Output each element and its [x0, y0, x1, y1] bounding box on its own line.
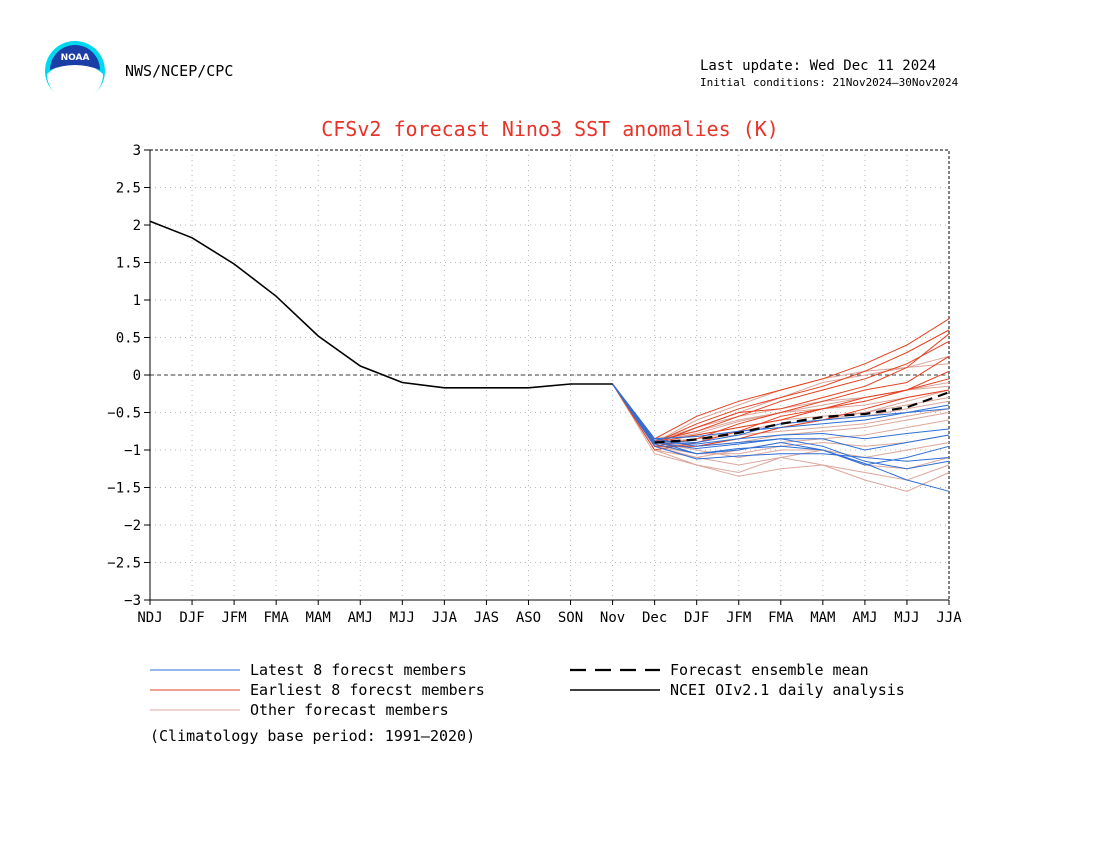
logo-top: [50, 45, 100, 70]
latest-member-line: [612, 383, 950, 445]
x-tick-label: JJA: [432, 610, 458, 626]
other-member-line: [612, 383, 950, 474]
x-tick-label: JJA: [936, 610, 962, 626]
y-tick-label: −3: [124, 593, 141, 609]
x-tick-label: AMJ: [852, 610, 877, 626]
latest-member-line: [612, 383, 950, 492]
y-tick-label: 1.5: [116, 256, 141, 272]
x-tick-label: MAM: [306, 610, 331, 626]
ensemble-mean-line: [654, 391, 950, 444]
y-tick-label: 0.5: [116, 331, 141, 347]
earliest-member-line: [612, 355, 950, 447]
earliest-member-line: [612, 378, 950, 444]
logo-text: NOAA: [61, 53, 90, 63]
observed-line: [149, 220, 613, 389]
earliest-member-line: [612, 329, 950, 444]
x-tick-label: Nov: [600, 610, 625, 626]
initial-conditions: Initial conditions: 21Nov2024–30Nov2024: [700, 76, 959, 89]
x-tick-label: MJJ: [894, 610, 919, 626]
org-name: NWS/NCEP/CPC: [125, 62, 234, 80]
x-tick-label: DJF: [179, 610, 204, 626]
x-tick-label: ASO: [516, 610, 541, 626]
y-tick-label: 1: [133, 293, 141, 309]
legend-label-mean: Forecast ensemble mean: [670, 661, 869, 679]
latest-member-line: [612, 383, 950, 444]
y-tick-label: 3: [133, 143, 141, 159]
earliest-member-line: [612, 318, 950, 440]
x-tick-label: MAM: [810, 610, 835, 626]
latest-member-line: [612, 383, 950, 440]
x-tick-label: SON: [558, 610, 583, 626]
logo-bird: [47, 62, 103, 102]
legend-label-other: Other forecast members: [250, 701, 449, 719]
other-member-line: [612, 383, 950, 481]
y-tick-label: 0: [133, 368, 141, 384]
y-tick-label: 2: [133, 218, 141, 234]
y-tick-label: 2.5: [116, 181, 141, 197]
noaa-logo: NOAA: [44, 40, 106, 106]
x-tick-label: Dec: [642, 610, 667, 626]
latest-member-line: [612, 383, 950, 466]
climatology-footnote: (Climatology base period: 1991–2020): [150, 727, 475, 745]
legend-label-observed: NCEI OIv2.1 daily analysis: [670, 681, 905, 699]
legend-label-latest: Latest 8 forecst members: [250, 661, 467, 679]
x-tick-label: NDJ: [137, 610, 162, 626]
last-update: Last update: Wed Dec 11 2024: [700, 58, 937, 74]
chart-title: CFSv2 forecast Nino3 SST anomalies (K): [321, 117, 779, 141]
x-tick-label: MJJ: [390, 610, 415, 626]
x-tick-label: AMJ: [348, 610, 373, 626]
y-tick-label: −2.5: [107, 556, 141, 572]
latest-member-line: [612, 383, 950, 451]
x-tick-label: JAS: [474, 610, 499, 626]
x-tick-label: FMA: [768, 610, 794, 626]
y-tick-label: −1: [124, 443, 141, 459]
y-tick-label: −2: [124, 518, 141, 534]
x-tick-label: DJF: [684, 610, 709, 626]
x-tick-label: JFM: [221, 610, 246, 626]
x-tick-label: FMA: [264, 610, 290, 626]
x-tick-label: JFM: [726, 610, 751, 626]
y-tick-label: −0.5: [107, 406, 141, 422]
legend-label-earliest: Earliest 8 forecst members: [250, 681, 485, 699]
y-tick-label: −1.5: [107, 481, 141, 497]
